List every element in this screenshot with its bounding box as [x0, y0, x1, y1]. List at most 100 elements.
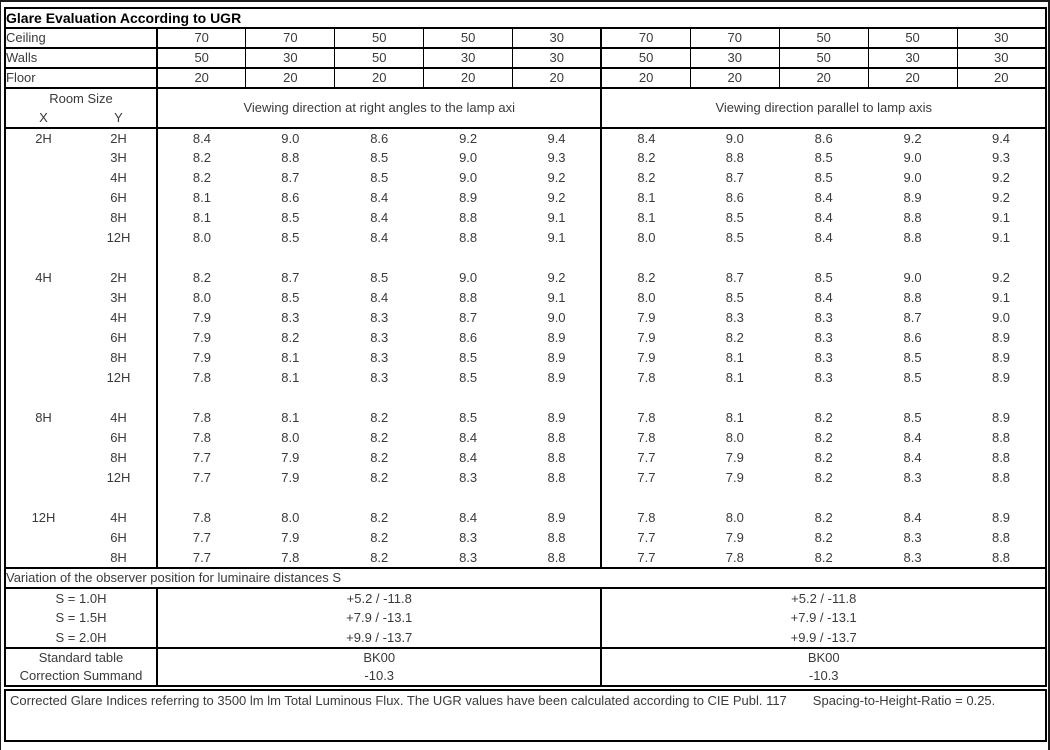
ugr-value-left: 8.5	[459, 350, 478, 365]
ugr-value-right: 8.4	[903, 510, 922, 525]
spacer-cell	[157, 248, 601, 268]
ugr-value-right: 8.5	[725, 290, 744, 305]
surface-value: 50	[334, 47, 425, 69]
ugr-row: 12H 4H 7.8 8.0 8.2 8.4 8.9 7.8 8.0 8.2 8.4 8.9	[4, 508, 1047, 528]
ugr-value-left: 8.7	[281, 170, 300, 185]
surface-value: 20	[334, 67, 425, 89]
room-y-cell: 12H	[81, 368, 158, 388]
ugr-value-left: 8.5	[370, 170, 389, 185]
ugr-value-right: 9.4	[957, 128, 1047, 148]
ugr-value-right: 7.9	[600, 308, 691, 328]
spacer-cell	[600, 388, 1047, 408]
ugr-value-left: 8.4	[370, 190, 389, 205]
surface-value: 20	[156, 67, 247, 89]
ugr-value-left: 8.5	[281, 290, 300, 305]
ugr-row: 4H 8.2 8.7 8.5 9.0 9.2 8.2 8.7 8.5 9.0 9.2	[4, 168, 1047, 188]
room-y-cell: 6H	[81, 188, 158, 208]
surface-value: 70	[689, 27, 780, 49]
room-y-cell: 6H	[81, 328, 158, 348]
ugr-value-right: 8.1	[725, 350, 744, 365]
ugr-value-right: 8.9	[957, 328, 1047, 348]
ugr-row: 3H 8.2 8.8 8.5 9.0 9.3 8.2 8.8 8.5 9.0 9.3	[4, 148, 1047, 168]
ugr-value-left: 8.2	[281, 330, 300, 345]
ugr-value-left: 8.3	[459, 549, 478, 565]
ugr-value-left: 8.4	[370, 290, 389, 305]
ugr-value-right: 8.4	[814, 230, 833, 245]
surface-row: Ceiling 70 70 50 50 30 70 70 50 50 30	[4, 27, 1047, 49]
ugr-row: 12H 7.7 7.9 8.2 8.3 8.8 7.7 7.9 8.2 8.3 8.8	[4, 468, 1047, 488]
spacer-row	[4, 488, 1047, 508]
spacer-cell	[600, 248, 1047, 268]
ugr-value-right: 7.9	[600, 348, 691, 368]
surface-value: 30	[245, 47, 336, 69]
ugr-value-right: 9.0	[903, 150, 922, 165]
ugr-value-left: 9.1	[547, 210, 566, 225]
summary-section: Standard table BK00 BK00 Correction Summand…	[4, 647, 1047, 687]
ugr-value-right: 8.5	[814, 270, 833, 285]
ugr-row: 4H 7.9 8.3 8.3 8.7 9.0 7.9 8.3 8.3 8.7 9.0	[4, 308, 1047, 328]
surface-value: 20	[245, 67, 336, 89]
ugr-value-left: 7.8	[192, 370, 211, 385]
ugr-value-right: 8.4	[903, 430, 922, 445]
surface-value: 30	[689, 47, 780, 69]
ugr-value-right: 9.2	[957, 268, 1047, 288]
room-x-cell	[4, 368, 81, 388]
ugr-value-right: 8.8	[903, 210, 922, 225]
title-section: Glare Evaluation According to UGR	[4, 7, 1047, 29]
ugr-value-left: 8.5	[459, 370, 478, 385]
ugr-value-left: 8.2	[370, 410, 389, 425]
ugr-value-left: 7.9	[192, 350, 211, 365]
ugr-value-right: 8.2	[814, 470, 833, 485]
surface-value: 30	[423, 47, 514, 69]
ugr-value-left: 9.3	[547, 150, 566, 165]
ugr-value-right: 8.2	[600, 168, 691, 188]
footer-ratio-text: Spacing-to-Height-Ratio = 0.25.	[812, 693, 996, 708]
ugr-value-left: 8.9	[547, 330, 566, 345]
ugr-value-left: 8.4	[459, 510, 478, 525]
ugr-row: 4H 2H 8.2 8.7 8.5 9.0 9.2 8.2 8.7 8.5 9.0 9.2	[4, 268, 1047, 288]
ugr-value-left: 8.4	[370, 210, 389, 225]
ugr-value-left: 9.2	[547, 270, 566, 285]
room-y-cell: 4H	[81, 308, 158, 328]
ugr-value-left: 8.3	[370, 310, 389, 325]
ugr-value-right: 7.8	[725, 549, 744, 565]
room-y-cell: 12H	[81, 228, 158, 248]
ugr-value-right: 8.2	[814, 530, 833, 545]
room-x-cell	[4, 288, 81, 308]
ugr-value-right: 9.2	[903, 130, 922, 146]
surface-label: Ceiling	[4, 27, 158, 49]
ugr-row: 8H 7.7 7.8 8.2 8.3 8.8 7.7 7.8 8.2 8.3 8.8	[4, 548, 1047, 568]
ugr-value-right: 7.8	[600, 508, 691, 528]
ugr-value-right: 8.1	[600, 188, 691, 208]
surface-reflectance-section: Ceiling 70 70 50 50 30 70 70 50 50 30 Walls 50 30 50 30…	[4, 27, 1047, 89]
ugr-value-left: 9.2	[547, 170, 566, 185]
ugr-value-right: 8.9	[903, 190, 922, 205]
ugr-value-left: 9.2	[547, 190, 566, 205]
ugr-value-right: 8.3	[903, 470, 922, 485]
surface-value: 30	[512, 27, 602, 49]
footer-note-text: Corrected Glare Indices referring to 350…	[10, 693, 787, 708]
room-size-header: Room Size	[4, 88, 158, 108]
summary-value-left: -10.3	[157, 667, 602, 687]
ugr-row: 6H 8.1 8.6 8.4 8.9 9.2 8.1 8.6 8.4 8.9 9.2	[4, 188, 1047, 208]
footer-note: Corrected Glare Indices referring to 350…	[4, 689, 1047, 742]
surface-value: 30	[956, 27, 1047, 49]
ugr-value-left: 8.2	[370, 549, 389, 565]
ugr-value-left: 8.7	[459, 310, 478, 325]
ugr-value-left: 8.0	[192, 230, 211, 245]
right-direction-header: Viewing direction parallel to lamp axis	[600, 87, 1047, 129]
surface-value: 50	[600, 47, 691, 69]
ugr-value-right: 8.0	[600, 228, 691, 248]
ugr-value-right: 8.0	[600, 288, 691, 308]
ugr-value-left: 7.8	[192, 430, 211, 445]
distance-label: S = 1.0H	[4, 588, 158, 608]
ugr-value-right: 8.2	[600, 148, 691, 168]
ugr-value-left: 8.2	[370, 450, 389, 465]
ugr-value-left: 8.6	[370, 130, 389, 146]
ugr-value-right: 9.2	[957, 168, 1047, 188]
ugr-value-left: 8.2	[370, 430, 389, 445]
ugr-value-right: 8.9	[957, 408, 1047, 428]
ugr-value-right: 8.3	[903, 530, 922, 545]
ugr-value-right: 8.2	[814, 410, 833, 425]
ugr-value-right: 8.4	[814, 210, 833, 225]
